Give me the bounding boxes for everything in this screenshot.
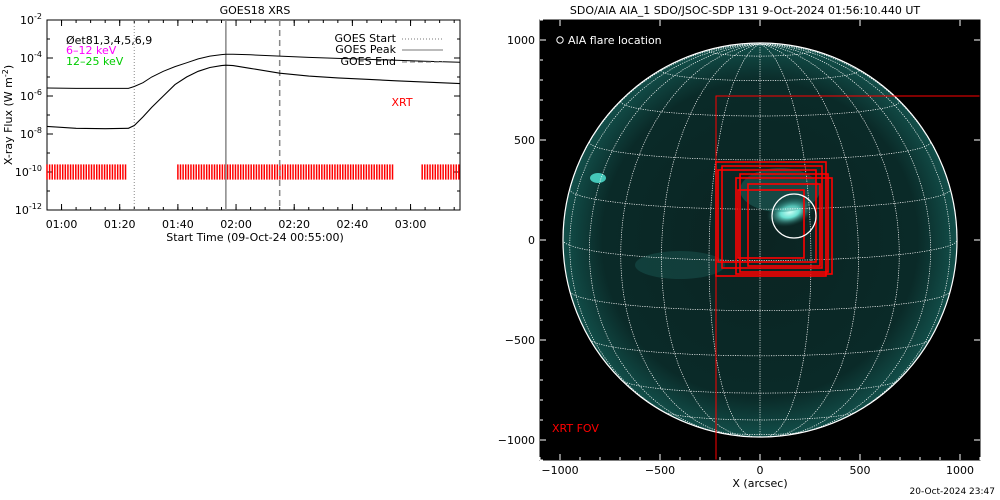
aia-y-tick-label: 500	[514, 134, 535, 147]
goes-y-ticks: 10-12 10-10 10-8 10-6 10-4 10-2	[15, 12, 460, 217]
goes-x-ticks: 01:00 01:20 01:40 02:00 02:20 02:40 03:00	[46, 20, 455, 231]
goes-y-tick-label: 10-4	[20, 50, 42, 65]
goes-x-tick-label: 02:20	[278, 218, 310, 231]
latitude-line	[620, 101, 900, 117]
goes-short-channel-line	[46, 64, 461, 130]
goes-x-tick-label: 01:00	[46, 218, 78, 231]
aia-flare-location-marker	[771, 193, 817, 239]
aia-y-ticks: 1000 500 0 −500 −1000	[498, 19, 980, 461]
footer-timestamp: 20-Oct-2024 23:47	[910, 487, 995, 497]
latitude-line	[590, 339, 930, 357]
xrt-fov-box	[715, 95, 980, 460]
xrt-fov-label: XRT FOV	[552, 422, 599, 435]
xrt-annotation: XRT	[391, 96, 412, 109]
legend-goes-peak: GOES Peak	[335, 43, 396, 56]
goes-x-tick-label: 02:00	[220, 218, 252, 231]
heliographic-grid	[562, 43, 958, 437]
longitude-line	[759, 43, 859, 437]
goes-flux-series	[46, 53, 461, 130]
xrt-pointing-box	[737, 189, 805, 259]
xrt-pointing-box	[721, 165, 823, 269]
goes-x-axis-label: Start Time (09-Oct-24 00:55:00)	[166, 231, 344, 244]
aia-y-tick-label: −500	[505, 334, 535, 347]
flare-emission	[766, 197, 814, 227]
flare-legend-label: AIA flare location	[568, 34, 662, 47]
flare-legend-icon	[556, 36, 564, 44]
aia-x-axis-label: X (arcsec)	[732, 477, 787, 490]
xrt-pointing-box	[739, 173, 829, 273]
longitude-line	[620, 43, 761, 437]
goes-x-tick-label: 02:40	[337, 218, 369, 231]
active-region-emission-2	[635, 251, 725, 279]
goes-title: GOES18 XRS	[220, 4, 291, 17]
legend-goes-start: GOES Start	[335, 32, 397, 45]
goes-long-channel-line	[46, 53, 461, 89]
xrt-coverage-bars	[46, 164, 460, 180]
aia-x-ticks: −1000 −500 0 500 1000	[539, 20, 981, 477]
goes-y-tick-label: 10-12	[15, 202, 42, 217]
xrt-pointing-box	[735, 177, 833, 275]
longitude-line	[708, 43, 761, 437]
goes-x-tick-label: 03:00	[395, 218, 427, 231]
latitude-line	[708, 50, 812, 57]
xrt-pointing-boxes	[715, 95, 980, 460]
goes-y-tick-label: 10-2	[20, 12, 42, 27]
limb-bright-point	[590, 173, 606, 183]
aia-title: SDO/AIA AIA_1 SDO/JSOC-SDP 131 9-Oct-202…	[570, 4, 921, 17]
legend-goes-end: GOES End	[340, 55, 396, 68]
aia-y-tick-label: −1000	[498, 434, 535, 447]
longitude-line	[589, 43, 761, 435]
xrt-pointing-box	[715, 161, 827, 277]
xrt-pointing-box	[747, 183, 821, 267]
goes-y-tick-label: 10-10	[15, 164, 42, 179]
legend-12-25kev: 12–25 keV	[66, 55, 124, 68]
legend-detectors: Øet81,3,4,5,6,9	[66, 34, 152, 47]
goes-y-axis-label: X-ray Flux (W m-2)	[1, 65, 15, 165]
longitude-line	[759, 43, 812, 437]
aia-x-tick-label: 0	[757, 464, 764, 477]
aia-y-tick-label: 0	[528, 234, 535, 247]
longitude-line	[759, 43, 900, 437]
aia-x-tick-label: −500	[645, 464, 675, 477]
longitude-line	[569, 43, 761, 422]
longitude-line	[759, 43, 931, 435]
goes-y-tick-label: 10-8	[20, 126, 42, 141]
aia-x-tick-label: 500	[850, 464, 871, 477]
aia-map-panel: SDO/AIA AIA_1 SDO/JSOC-SDP 131 9-Oct-202…	[498, 4, 981, 490]
aia-x-tick-label: −1000	[541, 464, 578, 477]
aia-y-tick-label: 1000	[507, 34, 535, 47]
latitude-line	[569, 291, 951, 311]
longitude-line	[661, 43, 761, 437]
aia-x-tick-label: 1000	[946, 464, 974, 477]
longitude-line	[759, 43, 951, 422]
legend-6-12kev: 6–12 keV	[66, 44, 117, 57]
goes-x-tick-label: 01:20	[104, 218, 136, 231]
goes-x-tick-label: 01:40	[162, 218, 194, 231]
solar-limb	[562, 42, 958, 438]
goes-lightcurve-panel: GOES18 XRS 10-12 10-10 10-8 10-6 10-4 10-2 01…	[1, 4, 461, 244]
goes-event-lines	[133, 20, 281, 210]
goes-y-tick-label: 10-6	[20, 88, 42, 103]
